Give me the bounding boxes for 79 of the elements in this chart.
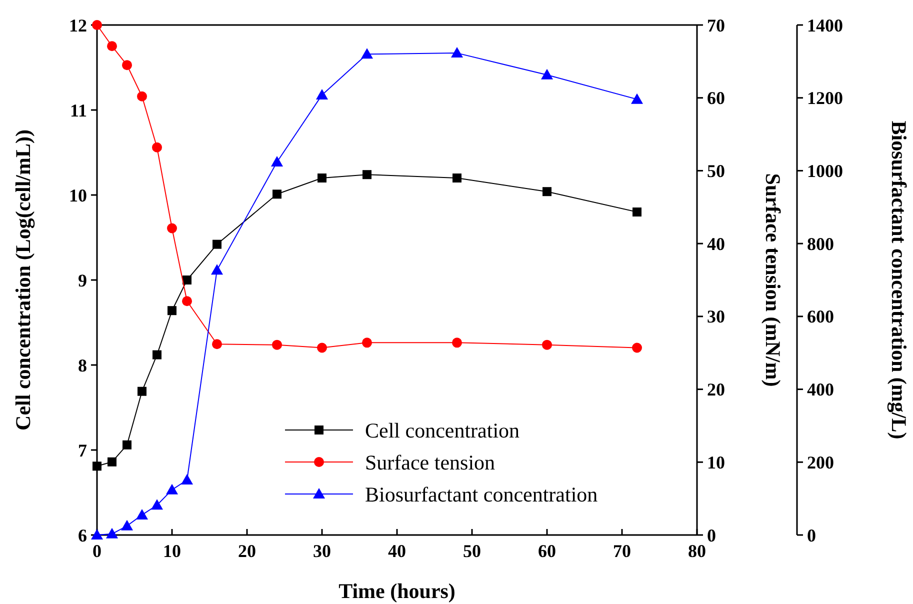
y3-tick-label: 200 bbox=[807, 452, 834, 472]
legend-label: Cell concentration bbox=[365, 418, 520, 442]
y3-tick-label: 600 bbox=[807, 306, 834, 327]
point bbox=[168, 306, 176, 316]
x-tick-label: 40 bbox=[388, 541, 406, 561]
x-tick-label: 80 bbox=[688, 541, 706, 561]
point bbox=[152, 142, 162, 152]
y-tick-label: 7 bbox=[78, 440, 87, 460]
y-tick-label: 12 bbox=[69, 15, 87, 36]
y2-tick-label: 60 bbox=[707, 88, 725, 108]
y3-axis-title: Biosurfactant concentration (mg/L) bbox=[887, 120, 911, 440]
point bbox=[136, 508, 148, 520]
y2-tick-label: 10 bbox=[707, 452, 725, 472]
y2-tick-label: 40 bbox=[707, 234, 725, 254]
point bbox=[181, 474, 193, 484]
point bbox=[361, 48, 373, 59]
x-tick-label: 60 bbox=[538, 541, 556, 561]
point bbox=[137, 91, 147, 102]
y2-tick-label: 30 bbox=[707, 306, 725, 327]
point bbox=[108, 457, 116, 466]
point bbox=[631, 93, 643, 104]
point bbox=[211, 264, 223, 275]
y2-tick-label: 20 bbox=[707, 380, 725, 400]
point bbox=[212, 240, 222, 249]
point bbox=[542, 340, 552, 350]
point bbox=[542, 187, 552, 196]
point bbox=[152, 350, 162, 360]
y3-tick-label: 1200 bbox=[807, 88, 843, 108]
y-tick-label: 9 bbox=[78, 270, 87, 290]
y2-tick-label: 50 bbox=[707, 161, 725, 182]
point bbox=[362, 338, 372, 348]
point bbox=[106, 528, 118, 538]
x-axis-title: Time (hours) bbox=[338, 579, 456, 603]
y2-tick-label: 70 bbox=[707, 15, 725, 36]
y3-tick-label: 400 bbox=[807, 380, 834, 400]
x-tick-label: 70 bbox=[613, 541, 631, 561]
point bbox=[272, 340, 282, 350]
y-axis-title: Cell concentration (Log(cell/mL)) bbox=[11, 130, 35, 430]
point bbox=[122, 440, 132, 450]
point bbox=[121, 520, 133, 530]
point bbox=[151, 499, 163, 510]
point bbox=[92, 462, 102, 471]
point bbox=[107, 41, 117, 52]
point bbox=[317, 342, 327, 353]
y-tick-label: 6 bbox=[78, 525, 87, 546]
legend-label: Surface tension bbox=[365, 450, 496, 474]
y-tick-label: 8 bbox=[78, 355, 87, 376]
point bbox=[182, 276, 192, 284]
point bbox=[316, 88, 328, 100]
point bbox=[166, 484, 178, 494]
y3-tick-label: 800 bbox=[807, 234, 834, 254]
legend-label: Biosurfactant concentration bbox=[365, 482, 598, 506]
y3-tick-label: 0 bbox=[807, 525, 816, 546]
y2-tick-label: 0 bbox=[707, 525, 716, 546]
point bbox=[182, 296, 192, 306]
point bbox=[138, 386, 146, 396]
point bbox=[452, 338, 462, 348]
point bbox=[318, 174, 326, 182]
y3-tick-label: 1000 bbox=[807, 161, 843, 182]
x-tick-label: 10 bbox=[163, 541, 181, 561]
point bbox=[122, 60, 132, 70]
point bbox=[362, 170, 372, 180]
point bbox=[271, 156, 283, 166]
x-tick-label: 30 bbox=[313, 541, 331, 561]
y-tick-label: 11 bbox=[70, 100, 87, 120]
x-tick-label: 50 bbox=[463, 541, 481, 561]
point bbox=[632, 208, 642, 216]
point bbox=[272, 190, 282, 199]
x-tick-label: 20 bbox=[238, 541, 256, 561]
y-tick-label: 10 bbox=[69, 185, 87, 206]
point bbox=[541, 68, 553, 80]
point bbox=[167, 223, 177, 234]
x-tick-label: 0 bbox=[92, 541, 102, 561]
point bbox=[451, 47, 463, 58]
point bbox=[632, 342, 642, 353]
point bbox=[212, 339, 222, 350]
y2-axis-title: Surface tension (mN/m) bbox=[761, 173, 785, 387]
y3-tick-label: 1400 bbox=[807, 15, 843, 36]
point bbox=[452, 174, 462, 182]
